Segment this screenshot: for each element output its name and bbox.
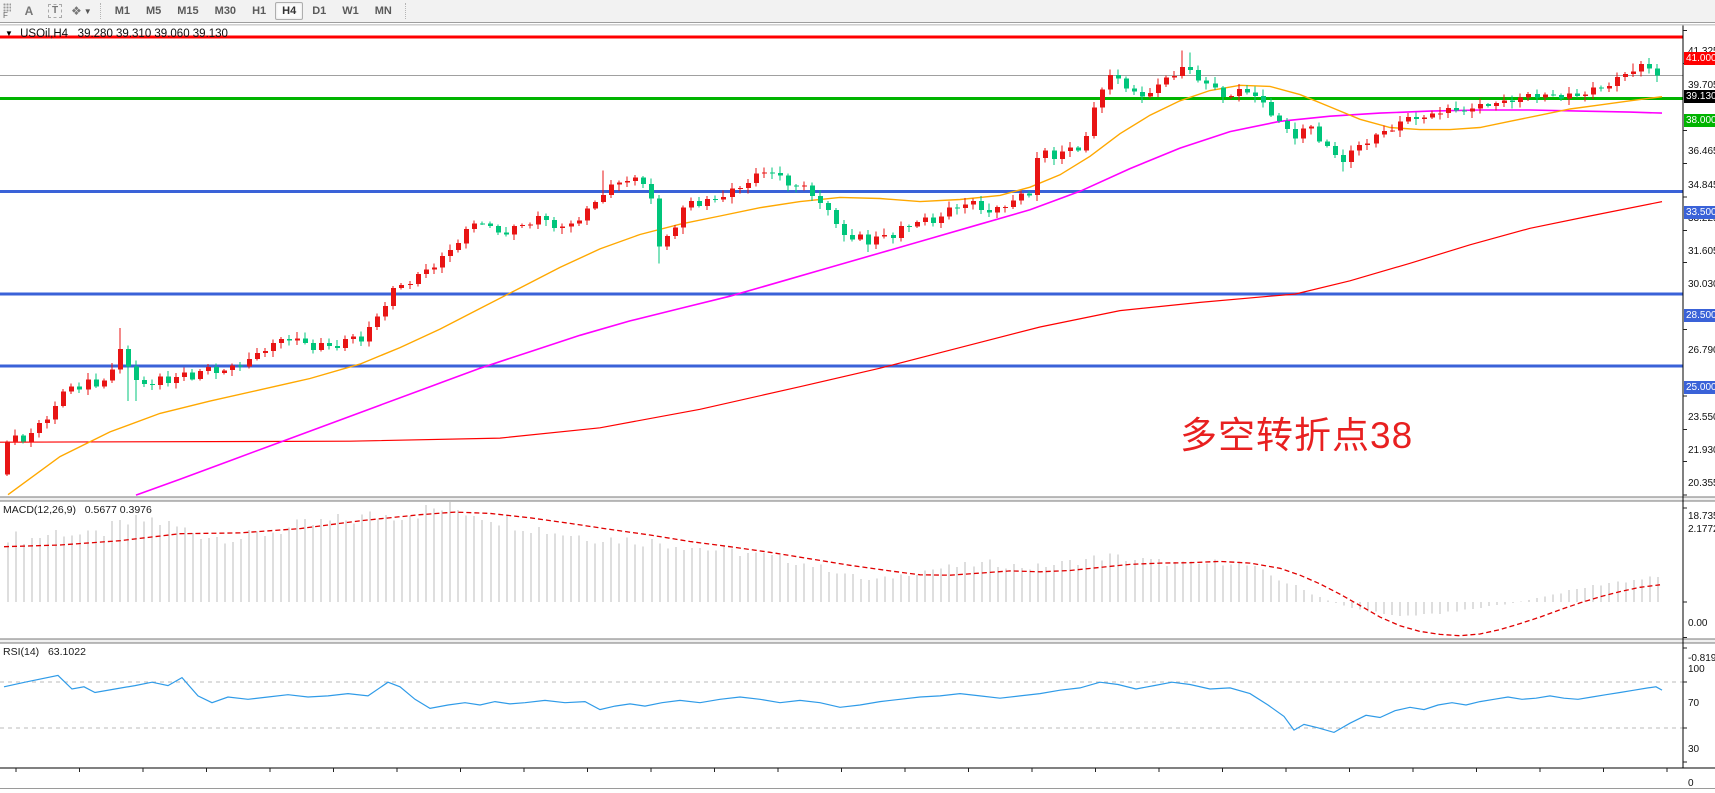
price-tick-31.605: 31.605 — [1688, 246, 1715, 258]
ma-slow-line — [0, 201, 1663, 443]
macd-values: 0.5677 0.3976 — [84, 504, 152, 516]
toolbar-grip[interactable]: F — [2, 3, 16, 20]
price-badge-38.000: 38.000 — [1684, 113, 1715, 127]
bottom-margin — [0, 790, 1715, 793]
grip-label: F — [3, 11, 8, 20]
timeframe-h1[interactable]: H1 — [252, 5, 267, 17]
ma-fast-line — [7, 84, 1663, 496]
price-tick-41.325: 41.325 — [1688, 46, 1715, 58]
price-tick-30.030: 30.030 — [1688, 278, 1715, 290]
cursor-tool[interactable]: A — [18, 1, 40, 21]
price-tick-20.355: 20.355 — [1688, 477, 1715, 489]
rsi-indicator-label: RSI(14) 63.1022 — [3, 646, 86, 658]
price-badge-25.000: 25.000 — [1684, 381, 1715, 395]
timeframe-w1[interactable]: W1 — [342, 5, 359, 17]
price-tick-26.790: 26.790 — [1688, 345, 1715, 357]
price-tick-18.735: 18.735 — [1688, 510, 1715, 522]
text-tool-icon: T — [47, 4, 63, 18]
rsi-value: 63.1022 — [47, 646, 86, 658]
timeframe-mn[interactable]: MN — [374, 5, 392, 17]
price-tick-39.705: 39.705 — [1688, 79, 1715, 91]
rsi-tick-70: 70 — [1688, 698, 1700, 710]
candles — [5, 50, 1660, 476]
timeframe-m5[interactable]: M5 — [145, 5, 162, 17]
macd-signal-line — [3, 511, 1661, 637]
timeframe-m1[interactable]: M1 — [114, 5, 130, 17]
chart-canvas[interactable] — [0, 22, 1715, 793]
rsi-tick-100: 100 — [1688, 664, 1705, 675]
text-tool[interactable]: T — [44, 1, 66, 21]
macd-histogram — [7, 501, 1659, 616]
timeframe-d1[interactable]: D1 — [312, 5, 327, 17]
price-tick-23.550: 23.550 — [1688, 411, 1715, 423]
symbol-label: USOil,H4 — [20, 28, 69, 40]
price-badge-39.130: 39.130 — [1684, 90, 1715, 104]
timeframe-h4[interactable]: H4 — [275, 2, 304, 20]
timeframe-buttons: M1 M5 M15 M30 H1 H4 D1 W1 MN — [107, 2, 400, 20]
price-badge-28.500: 28.500 — [1684, 309, 1715, 323]
price-tick-21.930: 21.930 — [1688, 445, 1715, 457]
toolbar-separator — [99, 3, 102, 19]
grip-dots-icon — [3, 3, 11, 12]
toolbar-separator — [404, 3, 407, 19]
ma-mid-line — [135, 109, 1663, 496]
chart-top-edge — [0, 22, 1715, 23]
macd-tick-0.00: 0.00 — [1688, 618, 1708, 629]
macd-tick--0.819: -0.819 — [1688, 653, 1715, 665]
cursor-tool-icon: A — [24, 4, 34, 18]
macd-indicator-label: MACD(12,26,9) 0.5677 0.3976 — [3, 504, 152, 516]
rsi-tick-30: 30 — [1688, 743, 1700, 755]
price-tick-34.845: 34.845 — [1688, 179, 1715, 191]
timeframe-m15[interactable]: M15 — [177, 5, 199, 17]
drawing-tools: A T ❖ ▼ — [16, 1, 95, 21]
panel-splitter-0[interactable] — [0, 497, 1715, 501]
rsi-tick-0: 0 — [1688, 778, 1694, 789]
chevron-down-icon: ▼ — [5, 29, 13, 38]
chart-annotation-text[interactable]: 多空转折点38 — [1180, 415, 1414, 456]
price-badge-33.500: 33.500 — [1684, 206, 1715, 220]
macd-tick-2.1772: 2.1772 — [1688, 523, 1715, 535]
chart-title: ▼ USOil,H4 39.280 39.310 39.060 39.130 — [5, 28, 228, 40]
timeframe-m30[interactable]: M30 — [214, 5, 237, 17]
price-badge-41.000: 41.000 — [1684, 52, 1715, 65]
shapes-tool[interactable]: ❖ ▼ — [70, 1, 93, 21]
chart-area[interactable]: ▼ USOil,H4 39.280 39.310 39.060 39.130 M… — [0, 22, 1715, 793]
dropdown-caret-icon: ▼ — [83, 6, 92, 16]
shapes-tool-icon: ❖ — [71, 4, 82, 18]
rsi-line — [3, 674, 1663, 734]
bottom-divider — [0, 788, 1715, 789]
panel-splitter-1[interactable] — [0, 639, 1715, 643]
ohlc-values: 39.280 39.310 39.060 39.130 — [77, 28, 228, 40]
price-tick-36.465: 36.465 — [1688, 146, 1715, 158]
toolbar: F A T ❖ ▼ M1 M5 M15 M30 H1 H4 D1 W1 MN — [0, 0, 1715, 23]
